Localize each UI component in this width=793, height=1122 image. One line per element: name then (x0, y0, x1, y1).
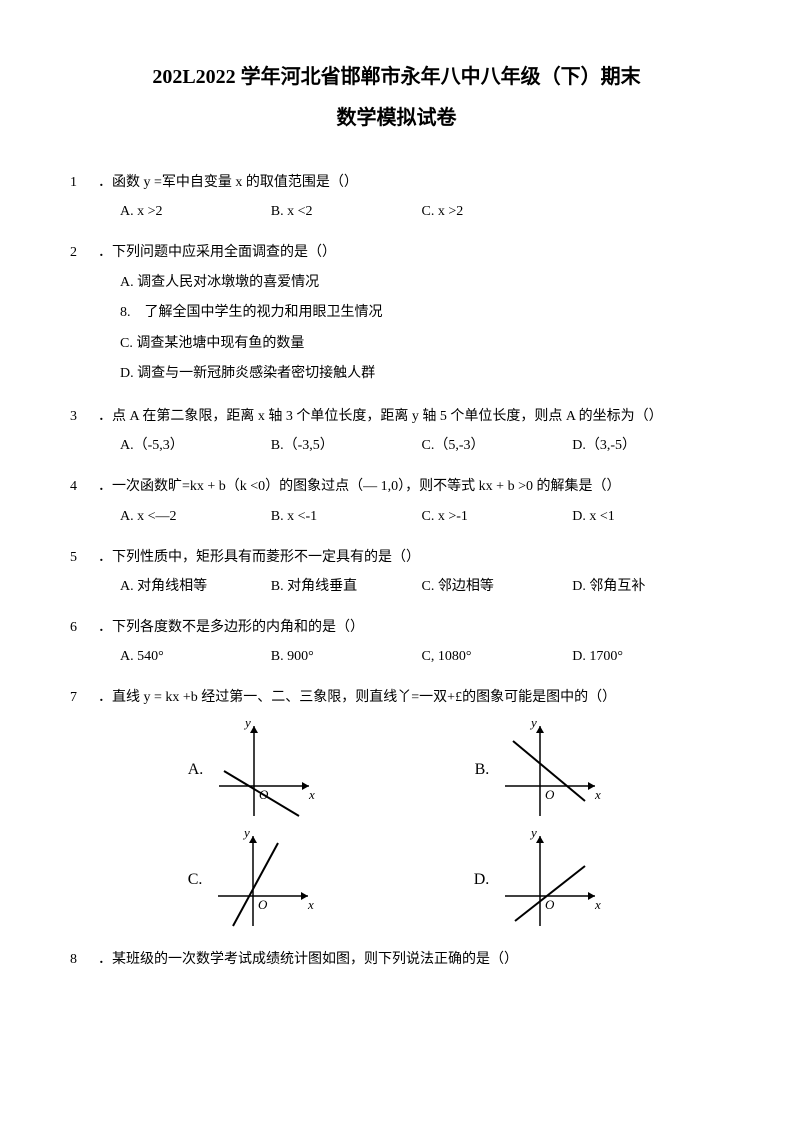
options-row: A. 540° B. 900° C, 1080° D. 1700° (70, 644, 723, 669)
svg-text:y: y (243, 721, 251, 730)
svg-text:O: O (545, 787, 555, 802)
title-line-2: 数学模拟试卷 (70, 101, 723, 130)
chart-b: y x O (495, 721, 605, 821)
svg-text:O: O (258, 897, 268, 912)
opt-a: A.（-5,3） (120, 433, 271, 458)
svg-text:x: x (594, 897, 601, 912)
opt-c: C. 调查某池塘中现有鱼的数量 (70, 331, 723, 358)
opt-d: D. 邻角互补 (572, 574, 723, 599)
opt-a: A. 对角线相等 (120, 574, 271, 599)
question-8: 8 ．某班级的一次数学考试成绩统计图如图，则下列说法正确的是（） (70, 947, 723, 972)
qtext: ．函数 y =军中自变量 x 的取值范围是（） (98, 170, 723, 195)
qnum: 1 (70, 170, 98, 195)
qnum: 4 (70, 474, 98, 499)
opt-d (572, 199, 723, 224)
title-line-1: 202L2022 学年河北省邯郸市永年八中八年级（下）期末 (70, 60, 723, 89)
question-7: 7 ．直线 y = kx +b 经过第一、二、三象限，则直线丫=一双+£的图象可… (70, 685, 723, 930)
opt-a: A. x <—2 (120, 504, 271, 529)
chart-d: y x O (495, 831, 605, 931)
options-row: A.（-5,3） B.（-3,5） C.（5,-3） D.（3,-5） (70, 433, 723, 458)
qtext: ．一次函数旷=kx + b（k <0）的图象过点（— 1,0），则不等式 kx … (98, 474, 723, 499)
opt-a: A. 调查人民对冰墩墩的喜爱情况 (70, 270, 723, 297)
qnum: 5 (70, 545, 98, 570)
opt-b: B.（-3,5） (271, 433, 422, 458)
graph-c: C. y x O (188, 831, 319, 931)
opt-c: C. 邻边相等 (422, 574, 573, 599)
opt-d: D.（3,-5） (572, 433, 723, 458)
svg-text:O: O (545, 897, 555, 912)
qtext: ．下列问题中应采用全面调查的是（） (98, 240, 723, 265)
opt-a: A. 540° (120, 644, 271, 669)
question-3: 3 ．点 A 在第二象限，距离 x 轴 3 个单位长度，距离 y 轴 5 个单位… (70, 404, 723, 458)
qtext: ．点 A 在第二象限，距离 x 轴 3 个单位长度，距离 y 轴 5 个单位长度… (98, 404, 723, 429)
opt-b: B. 900° (271, 644, 422, 669)
svg-text:x: x (594, 787, 601, 802)
qtext: ．直线 y = kx +b 经过第一、二、三象限，则直线丫=一双+£的图象可能是… (98, 685, 723, 710)
question-5: 5 ．下列性质中，矩形具有而菱形不一定具有的是（） A. 对角线相等 B. 对角… (70, 545, 723, 599)
svg-text:x: x (308, 787, 315, 802)
graph-a: A. y x O (188, 721, 320, 821)
graph-label-b: B. (475, 756, 490, 785)
qnum: 8 (70, 947, 98, 972)
svg-text:y: y (529, 831, 537, 840)
qtext: ．某班级的一次数学考试成绩统计图如图，则下列说法正确的是（） (98, 947, 723, 972)
graph-d: D. y x O (474, 831, 606, 931)
svg-text:y: y (529, 721, 537, 730)
graph-row-1: A. y x O B. y x O (70, 721, 723, 821)
qnum: 3 (70, 404, 98, 429)
qnum: 7 (70, 685, 98, 710)
graph-label-c: C. (188, 866, 203, 895)
question-1: 1 ．函数 y =军中自变量 x 的取值范围是（） A. x >2 B. x <… (70, 170, 723, 224)
question-2: 2 ．下列问题中应采用全面调查的是（） A. 调查人民对冰墩墩的喜爱情况 8. … (70, 240, 723, 388)
opt-d: D. 1700° (572, 644, 723, 669)
opt-a: A. x >2 (120, 199, 271, 224)
qnum: 2 (70, 240, 98, 265)
opt-c: C, 1080° (422, 644, 573, 669)
chart-a: y x O (209, 721, 319, 821)
opt-c: C. x >-1 (422, 504, 573, 529)
graph-label-d: D. (474, 866, 490, 895)
opt-c: C. x >2 (422, 199, 573, 224)
chart-c: y x O (208, 831, 318, 931)
options-row: A. x >2 B. x <2 C. x >2 (70, 199, 723, 224)
opt-d: D. 调查与一新冠肺炎感染者密切接触人群 (70, 361, 723, 388)
question-4: 4 ．一次函数旷=kx + b（k <0）的图象过点（— 1,0），则不等式 k… (70, 474, 723, 528)
question-6: 6 ．下列各度数不是多边形的内角和的是（） A. 540° B. 900° C,… (70, 615, 723, 669)
opt-b: B. x <2 (271, 199, 422, 224)
qtext: ．下列性质中，矩形具有而菱形不一定具有的是（） (98, 545, 723, 570)
svg-text:x: x (307, 897, 314, 912)
opt-b: 8. 了解全国中学生的视力和用眼卫生情况 (70, 300, 723, 327)
qtext: ．下列各度数不是多边形的内角和的是（） (98, 615, 723, 640)
graph-b: B. y x O (475, 721, 606, 821)
qnum: 6 (70, 615, 98, 640)
opt-c: C.（5,-3） (422, 433, 573, 458)
graph-row-2: C. y x O D. y x O (70, 831, 723, 931)
opt-d: D. x <1 (572, 504, 723, 529)
opt-b: B. x <-1 (271, 504, 422, 529)
options-row: A. 对角线相等 B. 对角线垂直 C. 邻边相等 D. 邻角互补 (70, 574, 723, 599)
svg-text:y: y (242, 831, 250, 840)
options-row: A. x <—2 B. x <-1 C. x >-1 D. x <1 (70, 504, 723, 529)
graph-label-a: A. (188, 756, 204, 785)
opt-b: B. 对角线垂直 (271, 574, 422, 599)
